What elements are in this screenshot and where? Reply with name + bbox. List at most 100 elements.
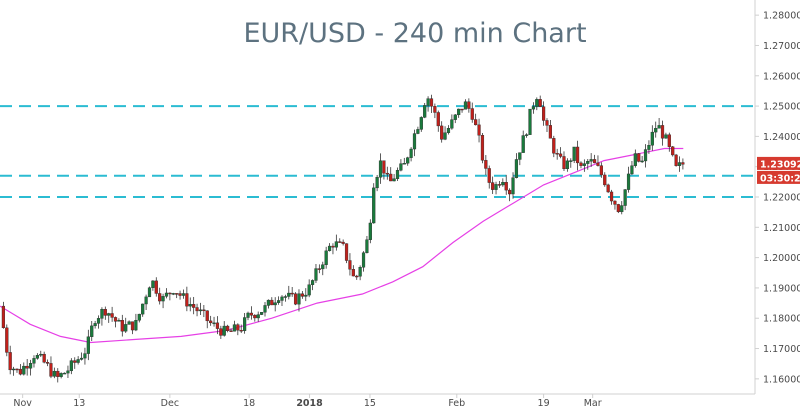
candle-body-134 [457,108,461,116]
y-tick-label: 1.24000 [763,132,800,143]
candle-body-176 [599,165,603,176]
candle-body-21 [73,360,77,363]
candle-body-46 [158,293,162,302]
candle-body-39 [134,320,138,331]
candle-body-127 [433,106,437,113]
candle-body-24 [83,353,87,359]
candle-body-143 [487,168,491,183]
candle-body-66 [226,325,230,331]
candlesticks [1,94,685,383]
candle-body-192 [654,128,658,133]
candle-body-149 [508,189,512,195]
candle-body-129 [440,125,444,140]
candle-body-177 [603,174,607,186]
candle-body-159 [542,106,546,121]
candle-body-199 [677,162,682,166]
candle-body-114 [389,173,393,182]
candle-body-190 [647,145,651,150]
candle-body-115 [392,178,396,182]
candle-body-45 [154,280,158,294]
candle-body-41 [141,303,145,315]
candle-body-83 [283,296,287,298]
last-price-badge [757,156,800,170]
candle-body-90 [307,284,311,296]
candle-body-19 [66,370,70,374]
candle-body-7 [25,365,29,369]
x-tick-label: 15 [364,398,376,409]
candle-body-112 [382,160,386,174]
candle-body-71 [243,317,247,331]
countdown-label: 03:30:20 [760,173,800,184]
candle-body-12 [42,353,46,363]
candle-body-195 [664,134,668,139]
candle-body-31 [107,313,111,316]
candle-body-40 [137,313,141,321]
candle-body-80 [273,302,277,306]
candle-body-101 [344,243,349,261]
candle-body-160 [545,120,549,126]
candle-body-5 [18,368,22,375]
candle-body-17 [59,373,63,377]
candle-body-100 [341,241,345,244]
candle-body-187 [637,153,641,162]
candle-body-142 [484,160,488,169]
candle-body-156 [531,106,536,110]
candle-body-148 [504,182,508,191]
candle-body-141 [480,135,485,161]
last-price-label: 1.23092 [760,159,800,170]
candle-body-43 [147,287,152,298]
candle-body-44 [151,280,155,288]
candle-body-161 [548,125,552,139]
candle-body-94 [321,264,325,270]
candle-body-153 [521,135,525,153]
y-tick-label: 1.21000 [763,223,800,234]
candle-body-50 [171,293,175,295]
candle-body-110 [375,177,379,189]
candle-body-107 [365,239,369,253]
candle-body-185 [630,165,634,175]
candle-body-121 [412,133,417,150]
candle-body-131 [446,128,451,133]
candle-body-14 [49,363,53,377]
candle-body-116 [395,170,400,179]
x-axis: Nov 13 Dec 18 2018 15 Feb 19 Mar [0,393,755,409]
candle-body-26 [90,325,94,337]
candle-body-79 [270,299,274,306]
candle-body-52 [178,293,182,296]
candle-body-11 [39,353,43,356]
candle-body-48 [164,292,169,297]
candle-body-133 [453,114,457,120]
candle-body-85 [290,292,294,295]
candle-body-138 [470,108,474,120]
candle-body-53 [181,293,186,296]
x-tick-label: Feb [448,398,465,409]
candle-body-78 [266,299,271,306]
candle-body-135 [460,108,464,111]
candle-body-72 [246,312,250,318]
candle-body-81 [276,300,281,303]
candle-body-125 [426,98,430,106]
candle-body-77 [263,305,267,313]
x-tick-label: Dec [161,398,179,409]
candle-body-163 [555,153,559,155]
candle-body-171 [582,163,586,166]
candle-body-169 [575,146,580,164]
candle-body-59 [202,309,206,312]
price-badges: 1.23092 03:30:20 [757,156,800,184]
candle-body-98 [334,241,338,248]
candle-body-69 [236,324,240,331]
candle-body-82 [280,296,284,301]
candle-body-104 [355,275,359,278]
candle-body-196 [667,134,671,147]
candle-body-37 [127,321,131,325]
candle-body-54 [185,293,189,307]
y-tick-label: 1.17000 [763,344,800,355]
candle-body-57 [195,307,199,312]
candle-body-3 [11,368,16,371]
candle-body-168 [572,146,576,161]
candle-body-55 [188,304,192,307]
x-tick-label: Nov [13,398,32,409]
candle-body-194 [660,125,665,139]
candle-body-188 [640,160,644,163]
